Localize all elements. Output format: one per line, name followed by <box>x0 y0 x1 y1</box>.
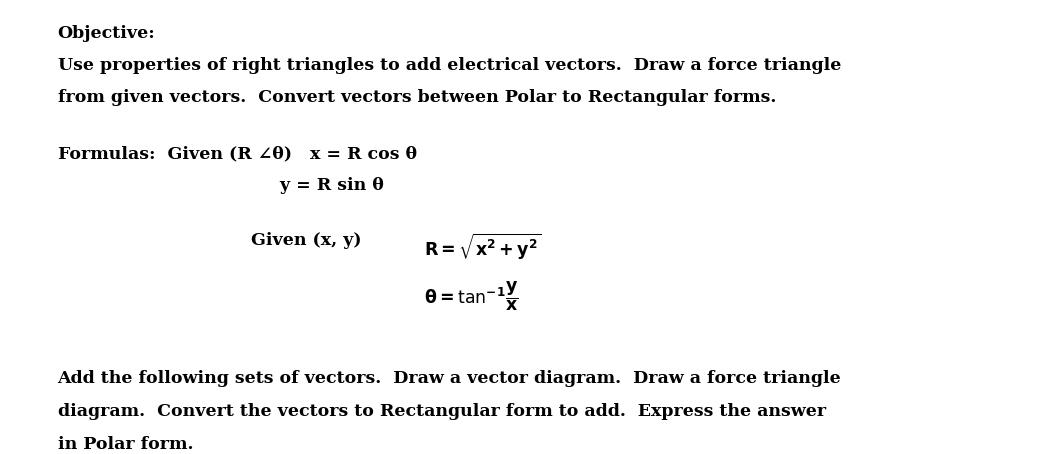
Text: from given vectors.  Convert vectors between Polar to Rectangular forms.: from given vectors. Convert vectors betw… <box>58 89 776 105</box>
Text: in Polar form.: in Polar form. <box>58 436 193 453</box>
Text: Objective:: Objective: <box>58 25 155 42</box>
Text: Add the following sets of vectors.  Draw a vector diagram.  Draw a force triangl: Add the following sets of vectors. Draw … <box>58 370 842 387</box>
Text: $\mathbf{R = \sqrt{x^2 + y^2}}$: $\mathbf{R = \sqrt{x^2 + y^2}}$ <box>424 232 541 262</box>
Text: $\mathbf{\theta = \tan^{-1}\!\dfrac{y}{x}}$: $\mathbf{\theta = \tan^{-1}\!\dfrac{y}{x… <box>424 279 518 313</box>
Text: Given (x, y): Given (x, y) <box>251 232 362 248</box>
Text: Use properties of right triangles to add electrical vectors.  Draw a force trian: Use properties of right triangles to add… <box>58 57 841 74</box>
Text: y = R sin θ: y = R sin θ <box>58 177 383 194</box>
Text: diagram.  Convert the vectors to Rectangular form to add.  Express the answer: diagram. Convert the vectors to Rectangu… <box>58 403 826 420</box>
Text: Formulas:  Given (R ∠θ)   x = R cos θ: Formulas: Given (R ∠θ) x = R cos θ <box>58 145 417 162</box>
